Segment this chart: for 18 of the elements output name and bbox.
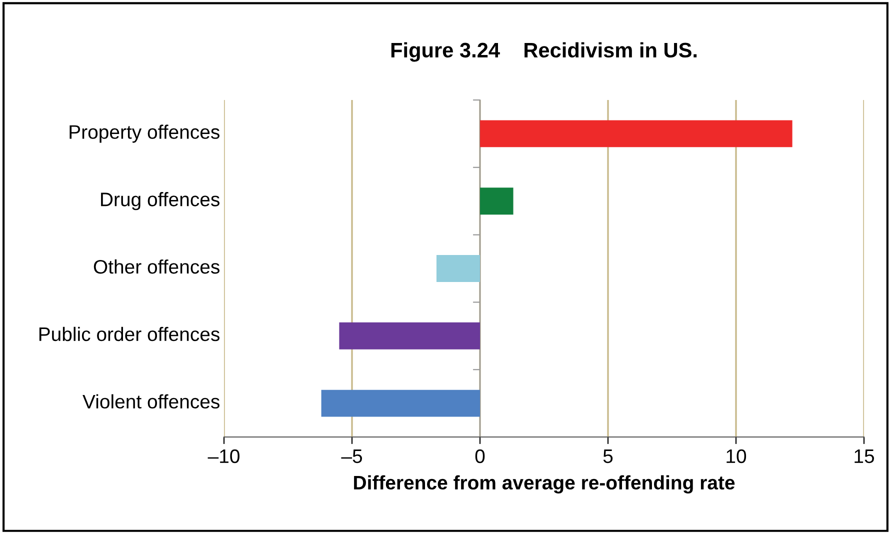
x-tick-label: 15: [854, 450, 874, 464]
y-tick-label: Public order offences: [39, 326, 220, 342]
y-tick-label: Property offences: [70, 124, 220, 143]
y-tick-label: Other offences: [94, 259, 220, 274]
bar: [480, 188, 514, 215]
bar: [339, 322, 480, 350]
bar: [436, 255, 480, 282]
bar: [321, 390, 480, 417]
y-tick-label: Violent offences: [82, 394, 220, 409]
chart-title: Figure 3.24 Recidivism in US.: [391, 42, 697, 62]
x-tick-label: 10: [726, 449, 746, 464]
bar: [480, 120, 792, 148]
x-axis-title: Difference from average re-offending rate: [354, 475, 735, 494]
x-tick-label: –5: [341, 450, 362, 464]
x-tick-label: 5: [603, 450, 613, 464]
y-tick-label: Drug offences: [101, 192, 220, 210]
x-tick-label: –10: [208, 449, 240, 464]
x-tick-label: 0: [475, 449, 485, 464]
